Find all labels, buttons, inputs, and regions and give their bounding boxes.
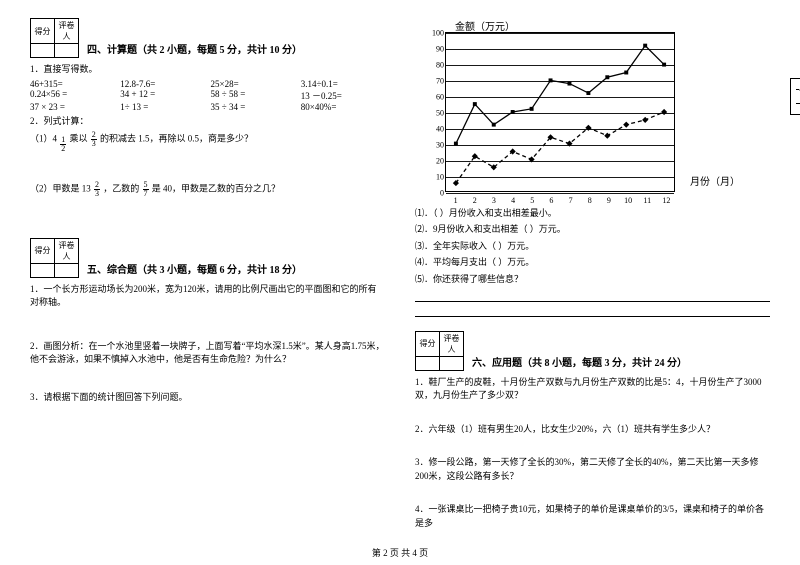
plot-area: 0102030405060708090100123456789101112 xyxy=(445,32,675,192)
calc-cell: 25×28= xyxy=(211,79,295,89)
xtick: 11 xyxy=(643,196,651,205)
score-box: 得分 评卷人 xyxy=(30,18,79,58)
ytick: 50 xyxy=(424,109,444,118)
legend-solid-icon xyxy=(796,103,800,104)
legend-row-income: 收入 xyxy=(796,97,800,110)
xtick: 12 xyxy=(662,196,670,205)
ytick: 80 xyxy=(424,61,444,70)
calc-cell: 35 ÷ 34 = xyxy=(211,102,295,112)
calc-cell: 1÷ 13 = xyxy=(120,102,204,112)
ytick: 70 xyxy=(424,77,444,86)
xtick: 3 xyxy=(492,196,496,205)
xtick: 2 xyxy=(473,196,477,205)
q6-4: 4．一张课桌比一把椅子贵10元，如果椅子的单价是课桌单价的3/5，课桌和椅子的单… xyxy=(415,503,770,530)
xtick: 5 xyxy=(530,196,534,205)
calc-cell: 37 × 23 = xyxy=(30,102,114,112)
xtick: 8 xyxy=(588,196,592,205)
score-header-5: 得分评卷人 五、综合题（共 3 小题，每题 6 分，共计 18 分） xyxy=(30,238,385,278)
answer-line xyxy=(415,290,770,301)
calc-grid: 46+315= 12.8-7.6= 25×28= 3.14÷0.1= 0.24×… xyxy=(30,79,385,112)
q5-2: 2．画图分析：在一个水池里竖着一块牌子，上面写着“平均水深1.5米”。某人身高1… xyxy=(30,340,385,367)
fraction: 12 xyxy=(60,136,66,153)
q4-2-label: 2．列式计算： xyxy=(30,115,385,129)
legend-row-expense: 支出 xyxy=(796,83,800,96)
chart-q1: ⑴．（ ）月份收入和支出相差最小。 xyxy=(415,207,770,221)
ytick: 20 xyxy=(424,157,444,166)
ytick: 0 xyxy=(424,189,444,198)
score-header-4: 得分 评卷人 四、计算题（共 2 小题，每题 5 分，共计 10 分） xyxy=(30,18,385,58)
grader-label: 评卷人 xyxy=(55,19,79,44)
xtick: 1 xyxy=(454,196,458,205)
fraction: 23 xyxy=(94,181,100,198)
section-5-title: 五、综合题（共 3 小题，每题 6 分，共计 18 分） xyxy=(87,261,302,278)
q5-1: 1．一个长方形运动场长为200米，宽为120米，请用的比例尺画出它的平面图和它的… xyxy=(30,283,385,310)
q6-1: 1．鞋厂生产的皮鞋，十月份生产双数与九月份生产双数的比是5：4，十月份生产了30… xyxy=(415,376,770,403)
section-6-title: 六、应用题（共 8 小题，每题 3 分，共计 24 分） xyxy=(472,354,687,371)
line-chart: 金额（万元） 010203040506070809010012345678910… xyxy=(415,18,765,200)
score-box: 得分评卷人 xyxy=(415,331,464,371)
score-label: 得分 xyxy=(31,19,55,44)
chart-q2: ⑵．9月份收入和支出相差（ ）万元。 xyxy=(415,223,770,237)
calc-cell: 12.8-7.6= xyxy=(120,79,204,89)
calc-cell: 34 + 12 = xyxy=(120,89,204,102)
chart-q3: ⑶．全年实际收入（ ）万元。 xyxy=(415,240,770,254)
score-box: 得分评卷人 xyxy=(30,238,79,278)
ytick: 10 xyxy=(424,173,444,182)
chart-xlabel: 月份（月） xyxy=(690,173,800,188)
calc-cell: 0.24×56 = xyxy=(30,89,114,102)
xtick: 9 xyxy=(607,196,611,205)
answer-line xyxy=(415,306,770,317)
calc-cell: 46+315= xyxy=(30,79,114,89)
ytick: 40 xyxy=(424,125,444,134)
chart-ylabel: 金额（万元） xyxy=(455,18,515,33)
chart-q4: ⑷．平均每月支出（ ）万元。 xyxy=(415,256,770,270)
q4-1-label: 1．直接写得数。 xyxy=(30,63,385,77)
page-footer: 第 2 页 共 4 页 xyxy=(0,546,800,559)
calc-cell: 80×40%= xyxy=(301,102,385,112)
xtick: 4 xyxy=(511,196,515,205)
calc-cell: 3.14÷0.1= xyxy=(301,79,385,89)
right-column: 金额（万元） 010203040506070809010012345678910… xyxy=(415,18,770,530)
q6-2: 2．六年级（1）班有男生20人，比女生少20%，六（1）班共有学生多少人？ xyxy=(415,423,770,437)
fraction: 57 xyxy=(143,181,149,198)
chart-svg xyxy=(446,33,674,191)
chart-q5: ⑸．你还获得了哪些信息？ xyxy=(415,273,770,287)
fraction: 23 xyxy=(91,131,97,148)
ytick: 30 xyxy=(424,141,444,150)
section-4-title: 四、计算题（共 2 小题，每题 5 分，共计 10 分） xyxy=(87,41,302,58)
xtick: 7 xyxy=(569,196,573,205)
ytick: 90 xyxy=(424,45,444,54)
left-column: 得分 评卷人 四、计算题（共 2 小题，每题 5 分，共计 10 分） 1．直接… xyxy=(30,18,385,530)
calc-cell: 58 ÷ 58 = xyxy=(211,89,295,102)
calc-cell: 13 －0.25= xyxy=(301,89,385,102)
ytick: 100 xyxy=(424,29,444,38)
xtick: 6 xyxy=(549,196,553,205)
q6-3: 3．修一段公路，第一天修了全长的30%，第二天修了全长的40%，第二天比第一天多… xyxy=(415,456,770,483)
q4-2-2: （2）甲数是 13 23 ，乙数的 57 是 40，甲数是乙数的百分之几？ xyxy=(30,181,385,198)
ytick: 60 xyxy=(424,93,444,102)
legend-dash-icon xyxy=(796,89,800,90)
q5-3: 3．请根据下面的统计图回答下列问题。 xyxy=(30,391,385,405)
q4-2-1: （1）4 12 乘以 23 的积减去 1.5，再除以 0.5，商是多少？ xyxy=(30,131,385,153)
chart-legend: 支出 收入 xyxy=(790,78,800,115)
score-header-6: 得分评卷人 六、应用题（共 8 小题，每题 3 分，共计 24 分） xyxy=(415,331,770,371)
xtick: 10 xyxy=(624,196,632,205)
